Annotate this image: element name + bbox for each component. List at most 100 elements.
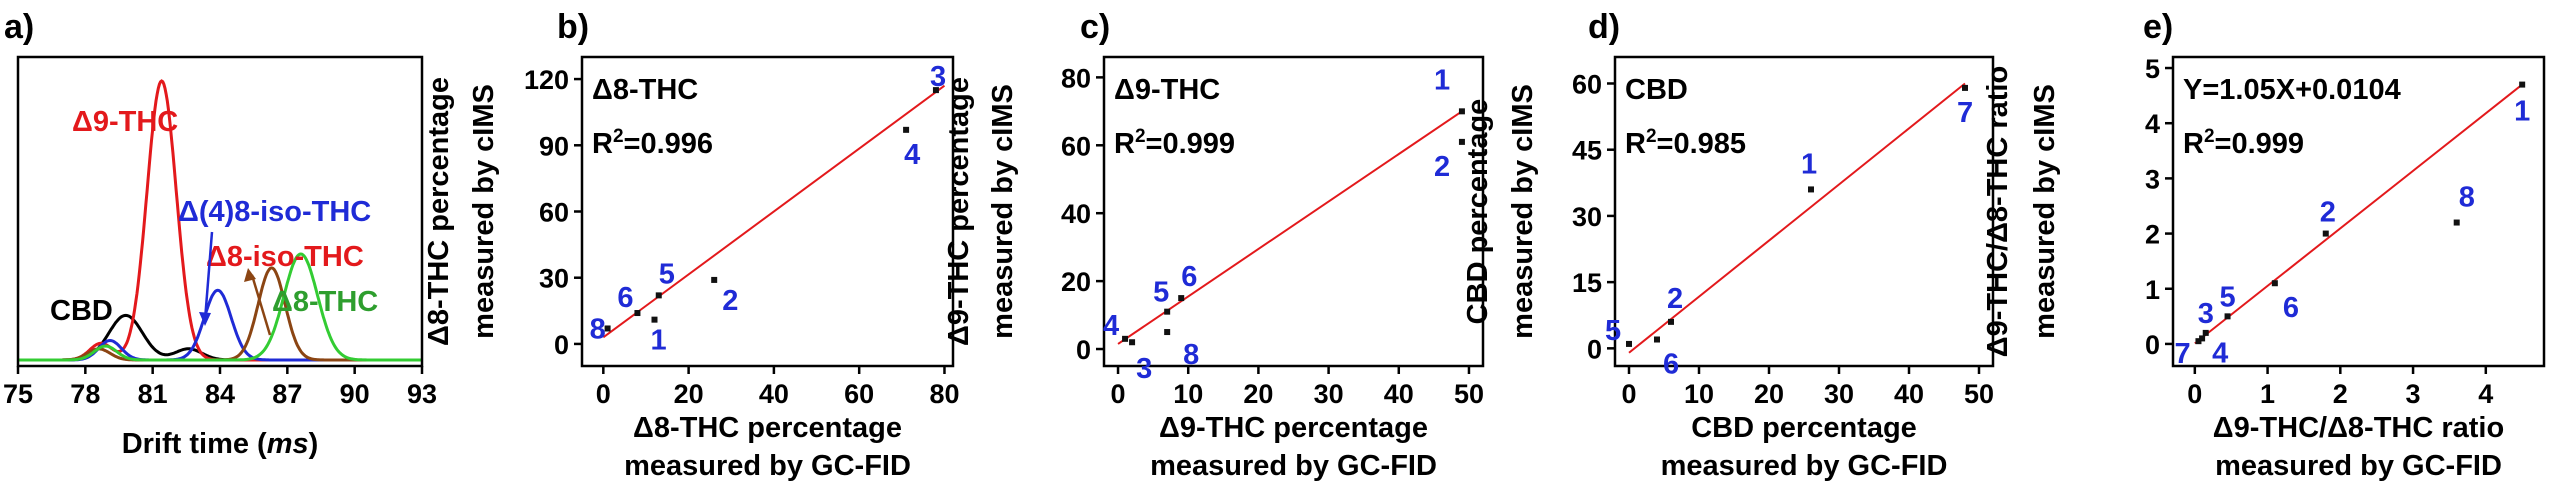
plot-frame-d: [1613, 55, 1995, 368]
data-point-c: [1164, 329, 1171, 336]
data-point-e: [2195, 338, 2202, 345]
point-label-d: 2: [1667, 283, 1683, 315]
y-axis-label2-e: measured by cIMS: [2029, 84, 2061, 339]
plot-frame-e: [2171, 55, 2546, 368]
xtick-label-e: 2: [2333, 379, 2348, 409]
ytick-label-d: 60: [1572, 69, 1602, 99]
data-point-d: [1654, 336, 1660, 343]
y-axis-label-b: Δ8-THC percentage: [423, 77, 455, 346]
data-point-e: [2224, 313, 2231, 320]
x-axis-label-b: Δ8-THC percentage: [633, 412, 902, 444]
point-label-e: 4: [2212, 337, 2228, 369]
point-label-c: 3: [1136, 353, 1152, 385]
data-point-e: [2199, 335, 2206, 342]
ytick-label-c: 40: [1061, 199, 1091, 229]
point-label-c: 5: [1153, 277, 1169, 309]
annotation-d8isothc: Δ8-iso-THC: [206, 241, 364, 273]
point-label-d: 7: [1957, 97, 1973, 129]
xtick-label-d: 30: [1824, 379, 1854, 409]
xtick-label-a: 75: [3, 379, 33, 409]
panel-label-a: a): [4, 8, 34, 46]
inset-r2-b: R2=0.996: [592, 126, 713, 160]
point-label-c: 8: [1183, 339, 1199, 371]
xtick-label-d: 0: [1621, 379, 1636, 409]
point-label-e: 2: [2320, 197, 2336, 229]
arrow-d48isothc: [203, 231, 214, 321]
y-axis-label-e: Δ9-THC/Δ8-THC ratio: [1982, 66, 2014, 357]
point-label-e: 3: [2198, 298, 2214, 330]
arrow-head-d8isothc: [244, 268, 256, 282]
ytick-label-b: 60: [539, 198, 569, 228]
arrow-d8isothc: [250, 274, 272, 336]
ytick-label-e: 3: [2145, 164, 2160, 194]
xtick-label-a: 81: [138, 379, 168, 409]
panel-a: a) 75 78 81 84 87 90 93 Drift time (ms) Δ9-THC Δ(4…: [3, 8, 437, 460]
point-label-b: 5: [659, 258, 675, 290]
data-point-e: [2322, 230, 2329, 237]
data-point-e: [2519, 81, 2526, 88]
xtick-label-a: 78: [70, 379, 100, 409]
plot-frame-c: [1102, 55, 1485, 368]
data-point-c: [1164, 308, 1171, 315]
point-label-b: 1: [650, 325, 666, 357]
xtick-label-e: 1: [2260, 379, 2275, 409]
xtick-label-b: 40: [759, 379, 789, 409]
ytick-label-c: 80: [1061, 63, 1091, 93]
annotation-d8thc: Δ8-THC: [272, 286, 378, 318]
data-point-c: [1122, 335, 1129, 342]
point-label-b: 8: [590, 313, 606, 345]
xtick-label-e: 3: [2406, 379, 2421, 409]
x-axis-label2-e: measured by GC-FID: [2215, 450, 2502, 482]
data-point-c: [1178, 295, 1185, 302]
xtick-label-c: 30: [1314, 379, 1344, 409]
data-point-d: [1668, 318, 1674, 325]
xtick-label-a: 90: [340, 379, 370, 409]
data-point-b: [655, 292, 662, 299]
ytick-label-e: 4: [2145, 109, 2160, 139]
point-label-e: 6: [2283, 292, 2299, 324]
xtick-label-c: 40: [1384, 379, 1414, 409]
ytick-label-d: 30: [1572, 202, 1602, 232]
fit-line-b: [602, 84, 946, 339]
x-axis-label2-d: measured by GC-FID: [1661, 450, 1948, 482]
point-label-b: 6: [617, 282, 633, 314]
data-point-e: [2202, 329, 2209, 336]
xtick-label-d: 20: [1754, 379, 1784, 409]
panel-label-e: e): [2143, 8, 2173, 46]
xtick-label-b: 60: [844, 379, 874, 409]
x-axis-label2-b: measured by GC-FID: [624, 450, 911, 482]
xtick-label-a: 93: [407, 379, 437, 409]
y-axis-label-c: Δ9-THC percentage: [943, 77, 975, 346]
data-point-c: [1458, 138, 1465, 145]
xtick-label-d: 50: [1964, 379, 1994, 409]
trace-4: [18, 252, 422, 362]
inset-r2-e: R2=0.999: [2183, 126, 2304, 160]
y-axis-label-d: CBD percentage: [1462, 99, 1494, 325]
xtick-label-b: 80: [929, 379, 959, 409]
data-point-b: [932, 87, 939, 94]
inset-title-c: Δ9-THC: [1114, 74, 1220, 106]
xtick-label-c: 0: [1111, 379, 1126, 409]
data-point-b: [711, 276, 718, 283]
xtick-label-a: 84: [205, 379, 235, 409]
inset-title-e: Y=1.05X+0.0104: [2183, 74, 2401, 106]
data-point-c: [1129, 339, 1136, 346]
point-label-d: 1: [1801, 148, 1817, 180]
point-label-b: 2: [722, 285, 738, 317]
xtick-label-e: 4: [2478, 379, 2493, 409]
y-axis-label2-b: measured by cIMS: [468, 84, 500, 339]
ytick-label-c: 0: [1076, 335, 1091, 365]
x-axis-label-c: Δ9-THC percentage: [1159, 412, 1428, 444]
data-point-b: [604, 325, 611, 332]
xtick-label-c: 10: [1173, 379, 1203, 409]
x-axis-label-a: Drift time (ms): [122, 428, 319, 460]
ytick-label-e: 5: [2145, 54, 2160, 84]
inset-title-b: Δ8-THC: [592, 74, 698, 106]
annotation-d9thc: Δ9-THC: [72, 106, 178, 138]
point-label-e: 7: [2174, 338, 2190, 370]
fit-line-c: [1117, 110, 1463, 345]
data-point-e: [2271, 280, 2278, 287]
point-label-b: 3: [930, 61, 946, 93]
